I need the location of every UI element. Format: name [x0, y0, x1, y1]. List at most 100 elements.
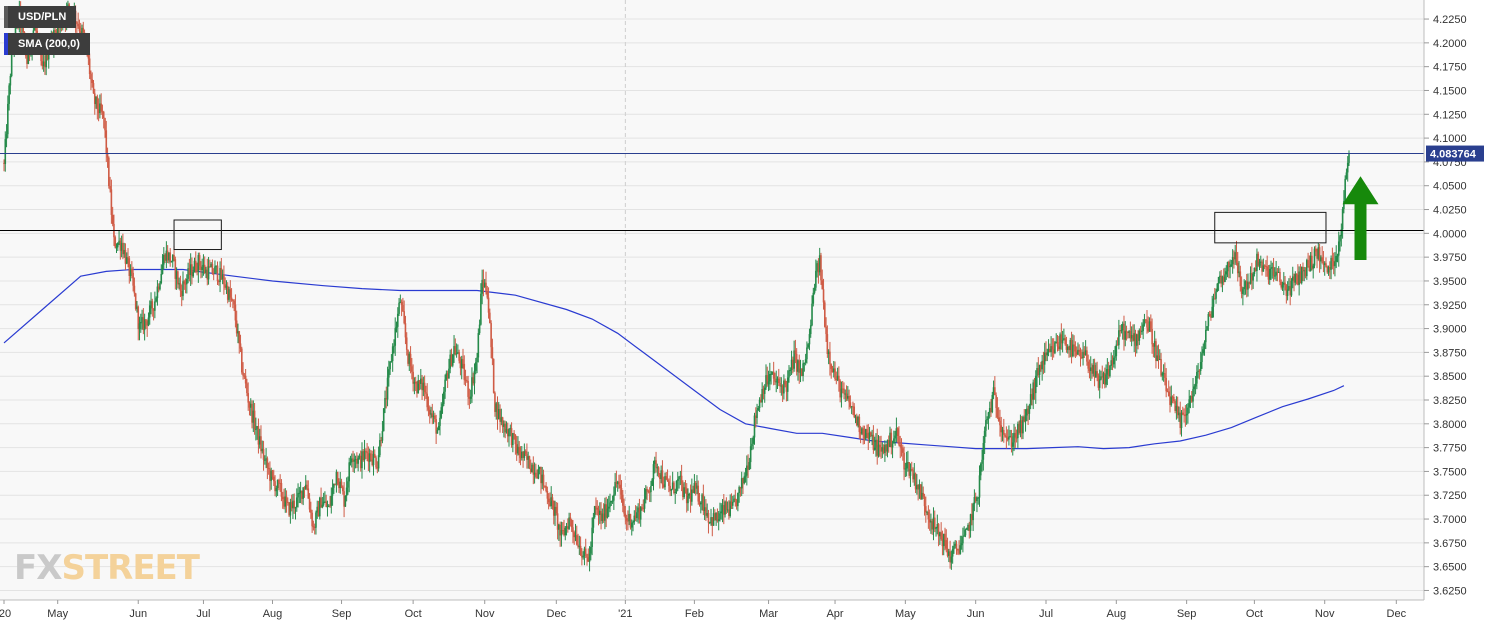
candle-body	[303, 487, 306, 489]
candle-body	[893, 438, 895, 444]
candle-body	[531, 464, 533, 473]
candle-body	[120, 242, 123, 251]
candle-body	[660, 470, 662, 480]
candle-body	[1017, 423, 1019, 439]
candle-body	[682, 483, 684, 497]
candle-body	[843, 388, 845, 394]
legend-symbol[interactable]: USD/PLN	[4, 6, 77, 28]
candle-body	[853, 406, 856, 418]
candle-body	[959, 545, 962, 554]
candle-body	[872, 434, 875, 450]
candle-body	[1306, 260, 1308, 277]
candle-body	[1073, 344, 1075, 347]
candle-body	[357, 457, 359, 464]
candle-body	[895, 428, 898, 436]
candle-body	[206, 269, 209, 280]
candle-body	[1277, 271, 1280, 273]
candle-body	[829, 351, 831, 365]
candle-body	[981, 459, 983, 464]
candle-body	[203, 264, 206, 273]
candle-body	[1233, 256, 1235, 260]
candle-body	[618, 481, 620, 485]
candle-body	[336, 471, 339, 485]
candle-body	[235, 320, 238, 334]
candle-body	[244, 375, 247, 384]
candle-body	[1261, 261, 1263, 272]
candle-body	[1027, 408, 1029, 414]
candle-body	[529, 468, 532, 473]
candle-body	[880, 447, 882, 452]
candle-body	[116, 242, 119, 248]
candle-body	[260, 436, 262, 452]
candle-body	[122, 242, 124, 255]
candle-body	[1222, 276, 1225, 283]
candle-body	[726, 509, 729, 511]
candle-body	[832, 368, 835, 373]
x-tick-label: Oct	[405, 608, 422, 620]
candle-body	[780, 385, 783, 387]
candle-body	[157, 286, 160, 290]
candle-body	[41, 61, 44, 67]
candle-body	[1111, 360, 1114, 365]
x-tick-label: Nov	[1315, 608, 1335, 620]
candle-body	[1193, 386, 1196, 390]
candle-body	[1327, 267, 1330, 273]
candle-body	[1330, 257, 1332, 270]
y-tick-label: 3.9750	[1433, 252, 1467, 264]
candle-body	[313, 526, 316, 528]
candle-body	[1212, 298, 1215, 307]
candle-body	[922, 492, 925, 497]
candle-body	[1164, 373, 1166, 378]
y-tick-label: 3.6250	[1433, 585, 1467, 597]
candle-body	[1026, 408, 1028, 416]
candle-body	[418, 380, 421, 384]
candle-body	[256, 426, 258, 429]
candle-body	[211, 263, 214, 274]
candle-body	[514, 434, 517, 445]
candle-body	[1344, 178, 1346, 202]
candle-body	[207, 266, 210, 280]
candle-body	[1178, 412, 1180, 416]
candle-body	[224, 284, 226, 288]
candle-body	[1303, 270, 1306, 272]
candle-body	[831, 368, 834, 373]
candle-body	[1311, 255, 1313, 269]
candle-body	[377, 455, 380, 469]
candle-body	[1216, 283, 1219, 292]
candle-body	[985, 420, 987, 431]
candle-body	[497, 409, 500, 420]
candle-body	[1063, 338, 1065, 340]
candle-body	[1258, 261, 1261, 266]
candle-body	[889, 432, 891, 447]
candle-body	[1224, 274, 1226, 283]
candle-body	[249, 403, 252, 408]
candle-body	[737, 492, 739, 507]
candle-body	[867, 432, 870, 439]
candle-body	[1084, 350, 1087, 356]
candle-body	[1282, 282, 1285, 285]
candle-body	[3, 162, 5, 165]
candle-body	[393, 345, 395, 347]
candle-body	[994, 387, 996, 396]
candle-body	[88, 58, 91, 75]
candle-body	[840, 388, 843, 398]
candle-body	[1343, 201, 1345, 210]
legend-sma[interactable]: SMA (200,0)	[4, 33, 90, 55]
candle-body	[308, 498, 311, 510]
candle-body	[1104, 373, 1106, 385]
candle-body	[698, 501, 701, 505]
y-tick-label: 3.9250	[1433, 300, 1467, 312]
candle-body	[1228, 261, 1230, 268]
candle-body	[702, 494, 705, 511]
candle-body	[175, 271, 178, 279]
candle-body	[1244, 281, 1247, 287]
candle-body	[1284, 282, 1286, 286]
candle-body	[1043, 352, 1046, 365]
x-tick-label: Aug	[263, 608, 283, 620]
candle-body	[671, 482, 674, 489]
candle-body	[1331, 257, 1334, 261]
candle-body	[241, 348, 243, 373]
candle-body	[468, 396, 471, 399]
candle-body	[335, 471, 338, 485]
candle-body	[109, 186, 111, 190]
